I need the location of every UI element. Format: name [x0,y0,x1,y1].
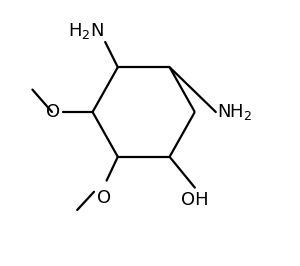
Text: NH$_2$: NH$_2$ [217,102,253,122]
Text: O: O [46,103,60,121]
Text: H$_2$N: H$_2$N [68,20,104,41]
Text: O: O [97,189,111,207]
Text: OH: OH [181,191,208,209]
